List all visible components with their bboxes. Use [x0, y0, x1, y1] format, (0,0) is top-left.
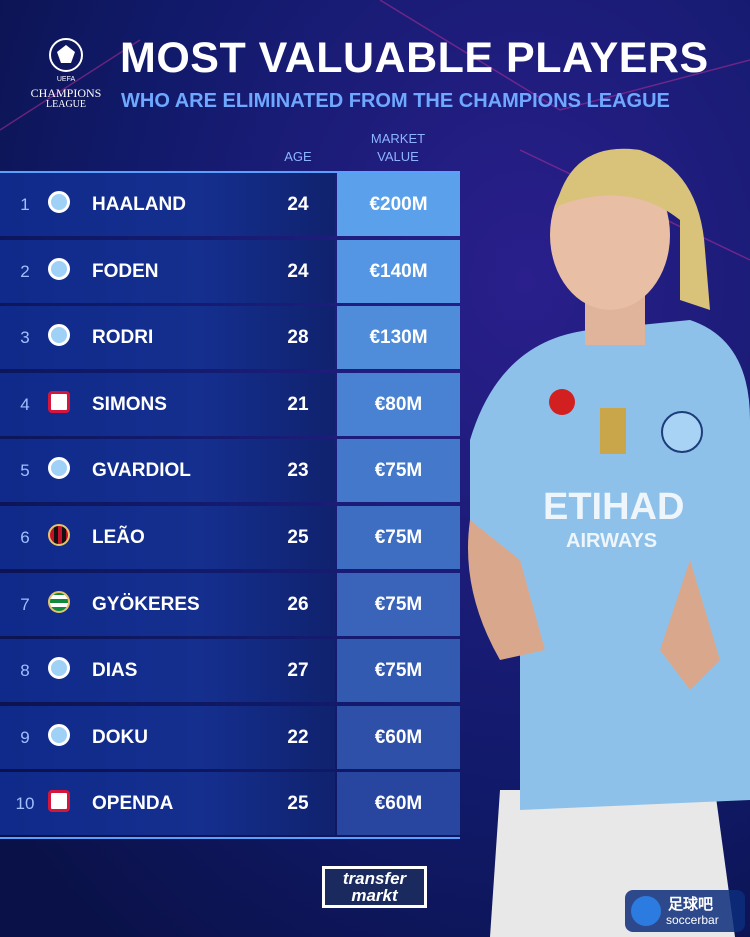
- club-badge: [48, 790, 70, 813]
- logo-text: CHAMPIONS: [30, 86, 102, 100]
- value-cell: [337, 372, 460, 436]
- club-badge: [48, 191, 70, 213]
- market-value: €60M: [374, 793, 423, 815]
- column-header: AGE: [284, 149, 312, 164]
- rank: 5: [20, 461, 30, 481]
- value-cell: [337, 173, 460, 236]
- player-name: OPENDA: [92, 793, 174, 815]
- rank: 3: [20, 328, 30, 348]
- rank: 9: [20, 727, 30, 747]
- rank: 4: [20, 394, 30, 414]
- player-name: HAALAND: [92, 194, 186, 215]
- player-illustration: [468, 148, 750, 937]
- market-value: €130M: [369, 327, 428, 349]
- age: 22: [287, 726, 309, 748]
- brand: markt: [351, 886, 398, 905]
- club-badge: [48, 390, 70, 413]
- shirt-sponsor: ETIHAD: [543, 486, 685, 528]
- age: 24: [287, 260, 309, 282]
- logo-text: LEAGUE: [46, 99, 86, 110]
- player-name: SIMONS: [92, 393, 167, 415]
- market-value: €75M: [374, 593, 423, 615]
- player-name: LEÃO: [92, 527, 145, 548]
- market-value: €80M: [374, 393, 423, 415]
- rank: 8: [20, 661, 30, 681]
- age: 26: [287, 593, 309, 615]
- player-name: DOKU: [92, 726, 148, 748]
- title: MOST VALUABLE PLAYERS: [120, 34, 709, 82]
- rank: 7: [20, 594, 30, 614]
- watermark: soccerbar: [666, 913, 719, 927]
- club-badge: [48, 723, 70, 746]
- brand: transfer: [342, 869, 407, 888]
- club-badge: [48, 457, 70, 480]
- rank: 6: [20, 528, 30, 547]
- subtitle: WHO ARE ELIMINATED FROM THE CHAMPIONS LE…: [121, 90, 670, 112]
- rank: 1: [20, 195, 30, 214]
- player-name: RODRI: [92, 327, 154, 349]
- player-name: DIAS: [92, 660, 138, 682]
- club-badge: [48, 657, 70, 680]
- age: 21: [287, 393, 309, 415]
- market-value: €75M: [374, 460, 423, 482]
- age: 23: [287, 460, 309, 482]
- club-badge: [48, 257, 70, 280]
- value-cell: [337, 439, 460, 503]
- column-header: MARKET VALUE: [370, 131, 426, 164]
- club-badge: [48, 524, 70, 546]
- player-name: FODEN: [92, 260, 159, 282]
- value-cell: [337, 705, 460, 769]
- rank: 2: [20, 261, 30, 281]
- age: 28: [287, 327, 309, 349]
- market-value: €60M: [374, 726, 423, 748]
- value-cell: [337, 306, 460, 370]
- logo-text: UEFA: [56, 76, 76, 83]
- market-value: €75M: [374, 660, 423, 682]
- market-value: €140M: [369, 260, 428, 282]
- age: 25: [287, 793, 309, 815]
- club-badge: [48, 324, 70, 347]
- player-name: GYÖKERES: [92, 593, 200, 615]
- value-cell: [337, 572, 460, 636]
- age: 25: [287, 527, 309, 548]
- value-cell: [337, 506, 460, 569]
- age: 24: [287, 194, 309, 215]
- player-name: GVARDIOL: [92, 460, 191, 482]
- value-cell: [337, 239, 460, 303]
- value-cell: [337, 772, 460, 836]
- market-value: €75M: [374, 527, 423, 548]
- watermark: 足球吧: [668, 896, 714, 913]
- shirt-sponsor: AIRWAYS: [566, 530, 658, 552]
- club-badge: [48, 590, 70, 613]
- rank: 10: [15, 794, 35, 814]
- value-cell: [337, 639, 460, 703]
- market-value: €200M: [369, 194, 428, 215]
- age: 27: [287, 660, 309, 682]
